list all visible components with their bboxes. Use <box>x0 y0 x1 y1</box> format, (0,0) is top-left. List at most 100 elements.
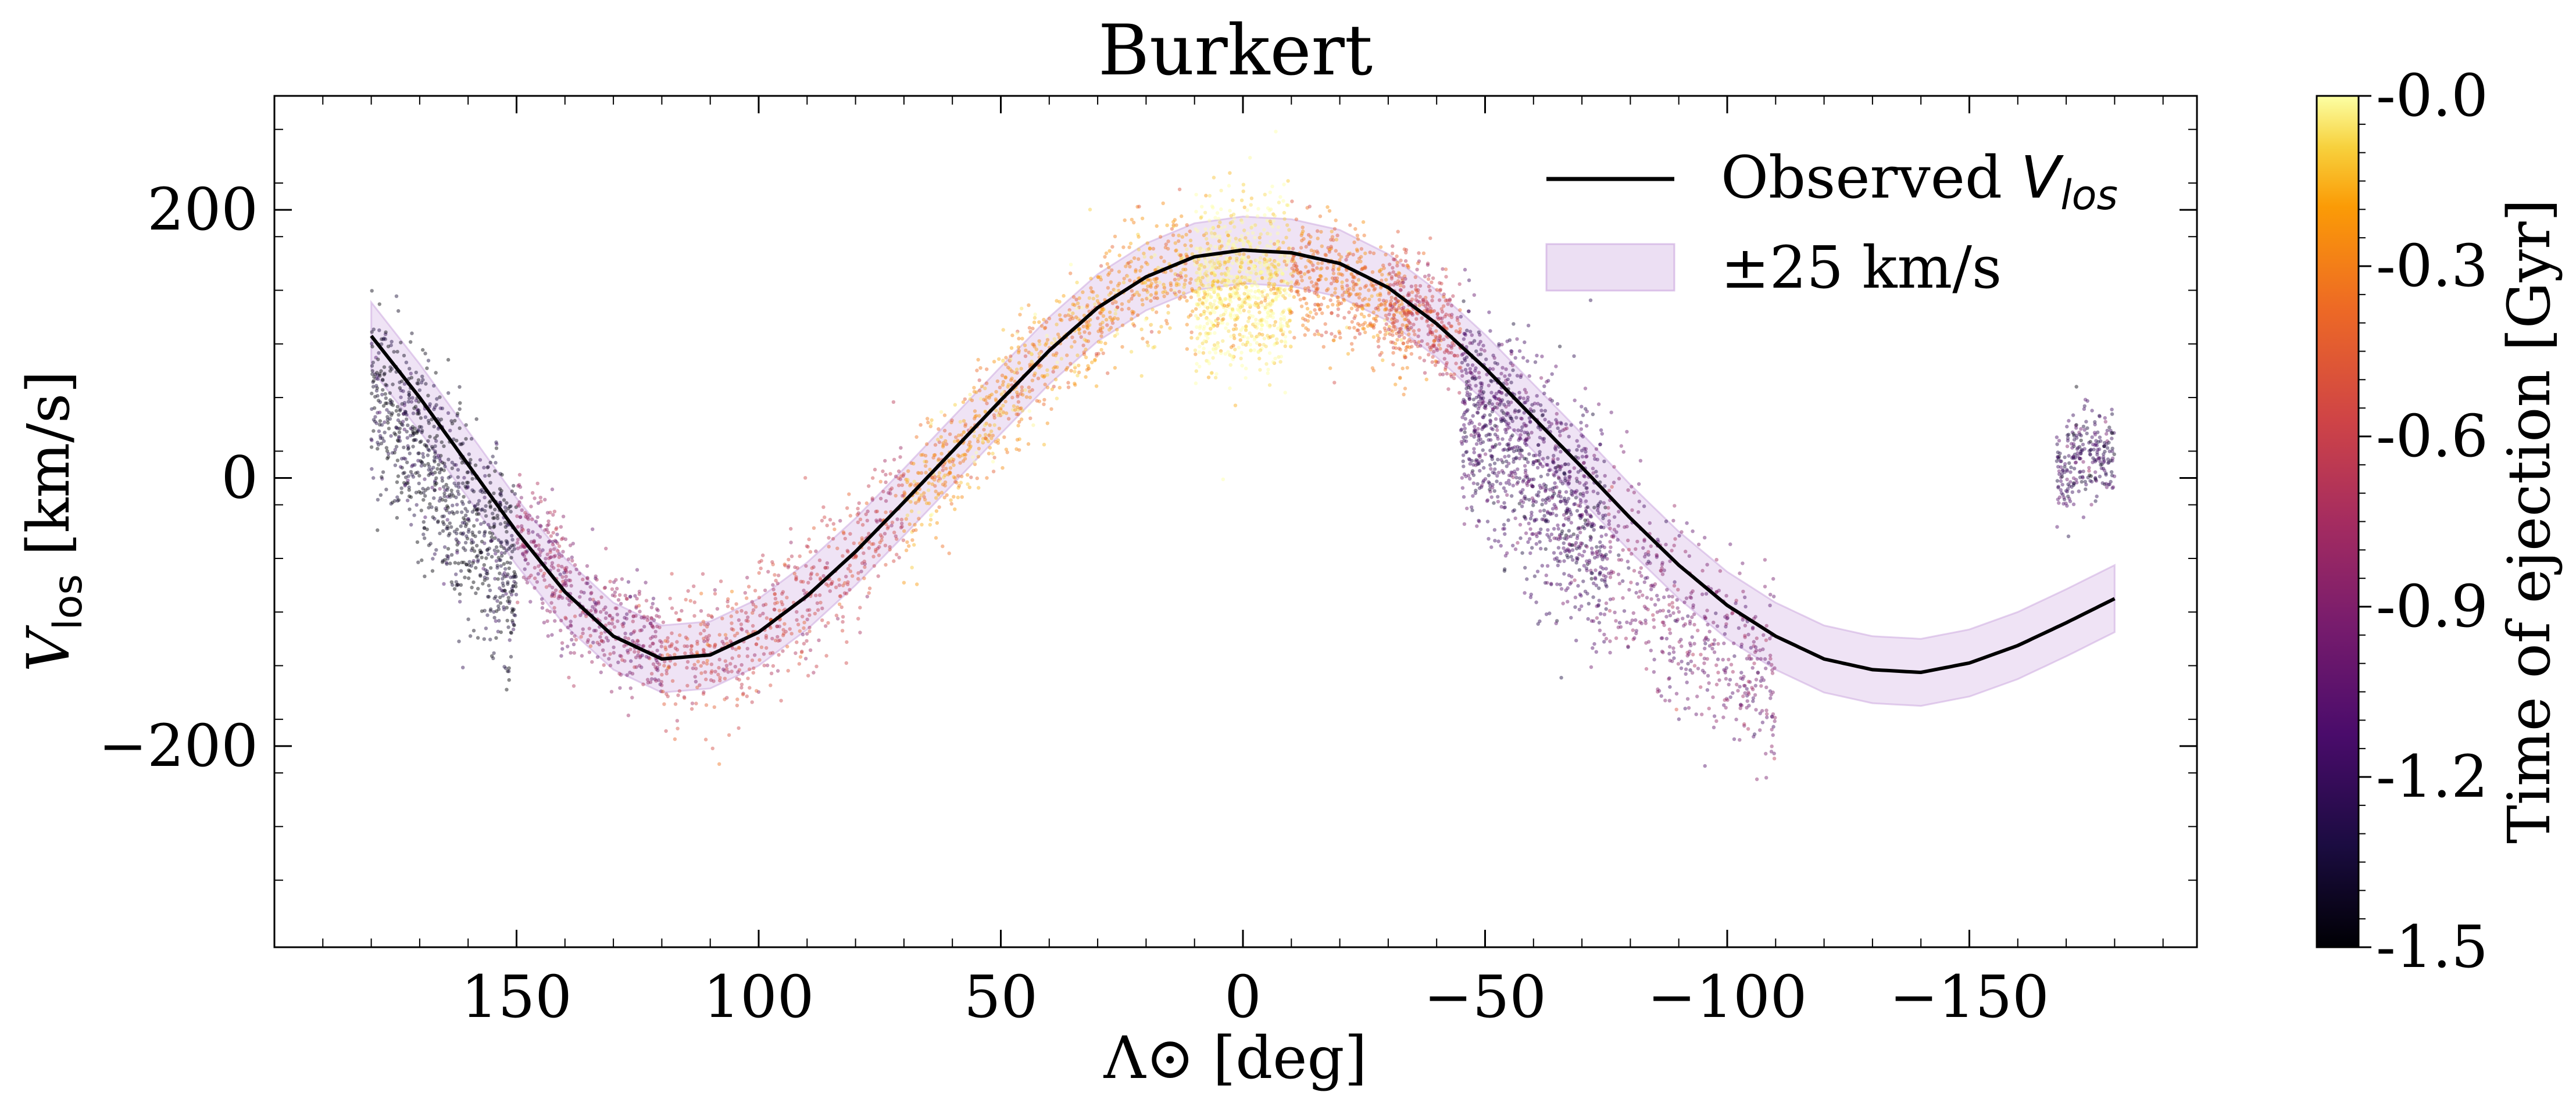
scatter-point <box>1289 285 1294 289</box>
scatter-point <box>735 610 739 614</box>
scatter-point <box>764 636 769 640</box>
scatter-point <box>895 537 899 541</box>
scatter-point <box>845 549 849 553</box>
scatter-point <box>637 589 642 594</box>
scatter-point <box>1273 266 1278 270</box>
scatter-point <box>369 445 374 449</box>
scatter-point <box>401 420 405 424</box>
scatter-point <box>1265 302 1269 306</box>
scatter-point <box>1263 299 1267 303</box>
scatter-point <box>372 375 376 379</box>
scatter-point <box>603 585 608 590</box>
scatter-point <box>471 540 476 545</box>
scatter-point <box>1161 201 1165 205</box>
scatter-point <box>1213 310 1217 314</box>
scatter-point <box>737 678 741 682</box>
error-band <box>370 216 2116 707</box>
scatter-point <box>1390 252 1395 256</box>
scatter-point <box>594 629 598 633</box>
scatter-point <box>1242 281 1247 285</box>
scatter-point <box>1205 241 1210 246</box>
scatter-point <box>1353 282 1358 286</box>
scatter-point <box>1268 190 1272 195</box>
scatter-point <box>478 549 482 553</box>
scatter-point <box>1402 392 1406 397</box>
scatter-point <box>542 621 546 625</box>
scatter-point <box>912 528 916 533</box>
scatter-point <box>1527 452 1531 456</box>
scatter-point <box>1291 246 1295 251</box>
scatter-point <box>461 665 465 669</box>
scatter-point <box>1583 589 1588 593</box>
scatter-point <box>941 482 945 486</box>
scatter-point <box>694 701 698 705</box>
scatter-point <box>983 386 987 391</box>
scatter-point <box>562 583 566 587</box>
scatter-point <box>382 439 386 443</box>
scatter-point <box>524 550 528 555</box>
scatter-point <box>1001 403 1005 408</box>
scatter-point <box>1220 272 1224 276</box>
scatter-point <box>1299 274 1303 279</box>
scatter-point <box>1338 335 1342 340</box>
scatter-point <box>455 583 459 588</box>
scatter-point <box>1281 241 1285 245</box>
scatter-point <box>458 401 462 405</box>
scatter-point <box>1301 229 1305 234</box>
scatter-point <box>673 662 677 667</box>
scatter-point <box>1474 349 1478 353</box>
scatter-point <box>523 545 527 549</box>
scatter-point <box>1069 263 1073 267</box>
scatter-point <box>1355 260 1360 264</box>
scatter-point <box>370 342 374 346</box>
scatter-point <box>781 633 785 637</box>
scatter-point <box>491 656 495 661</box>
scatter-point <box>1127 306 1131 311</box>
scatter-point <box>1496 495 1500 499</box>
scatter-point <box>1304 245 1308 249</box>
scatter-point <box>1258 256 1263 260</box>
scatter-point <box>885 526 889 531</box>
scatter-point <box>506 507 510 511</box>
scatter-point <box>848 569 853 574</box>
scatter-point <box>633 650 637 654</box>
scatter-point <box>1077 327 1082 331</box>
scatter-point <box>505 501 509 505</box>
scatter-point <box>505 542 509 546</box>
scatter-point <box>516 525 520 529</box>
scatter-point <box>403 410 408 414</box>
scatter-point <box>494 461 498 465</box>
scatter-point <box>474 565 478 570</box>
scatter-point <box>1184 252 1188 256</box>
scatter-point <box>1569 554 1573 559</box>
scatter-point <box>376 393 380 398</box>
scatter-point <box>1152 345 1157 349</box>
scatter-point <box>376 443 381 447</box>
scatter-point <box>1449 324 1454 328</box>
scatter-point <box>618 654 622 658</box>
scatter-point <box>414 471 418 475</box>
scatter-point <box>631 614 635 619</box>
scatter-point <box>1255 341 1259 345</box>
scatter-point <box>1204 231 1209 235</box>
scatter-point <box>552 610 557 614</box>
scatter-point <box>922 491 926 495</box>
scatter-point <box>771 583 775 587</box>
scatter-point <box>1234 239 1239 244</box>
scatter-point <box>523 550 527 554</box>
scatter-point <box>370 364 374 368</box>
scatter-point <box>1279 279 1284 283</box>
scatter-point <box>1440 316 1444 321</box>
scatter-point <box>517 483 521 487</box>
scatter-point <box>1465 328 1469 332</box>
scatter-point <box>374 389 379 393</box>
scatter-point <box>632 640 637 645</box>
scatter-point <box>1427 273 1431 278</box>
scatter-point <box>692 662 696 667</box>
scatter-point <box>1182 285 1187 289</box>
scatter-point <box>781 590 785 594</box>
scatter-point <box>492 596 496 600</box>
scatter-point <box>1246 231 1250 235</box>
scatter-point <box>862 559 867 564</box>
scatter-point <box>620 577 624 581</box>
